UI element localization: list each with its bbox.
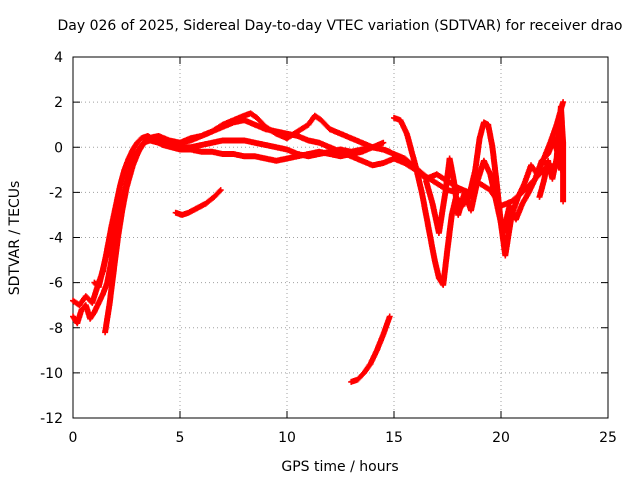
x-tick-label: 5 <box>176 430 185 446</box>
y-tick-label: 2 <box>54 95 63 111</box>
y-tick-label: -4 <box>49 231 63 247</box>
series-track-c <box>91 110 393 291</box>
x-tick-label: 0 <box>69 430 78 446</box>
x-tick-label: 15 <box>385 430 403 446</box>
data-marks <box>70 99 567 385</box>
series-track-i <box>348 313 393 385</box>
y-tick-label: -10 <box>40 366 63 382</box>
x-tick-label: 25 <box>599 430 617 446</box>
data-point-markers <box>536 103 567 205</box>
series-track-h <box>172 187 224 218</box>
x-tick-label: 20 <box>492 430 510 446</box>
y-tick-label: -12 <box>40 411 63 427</box>
x-tick-label: 10 <box>278 430 296 446</box>
y-axis-title: SDTVAR / TECUs <box>7 181 23 296</box>
data-point-markers <box>172 187 224 218</box>
y-tick-label: 4 <box>54 50 63 66</box>
data-point-markers <box>423 135 564 236</box>
y-tick-label: -8 <box>49 321 63 337</box>
axis-ticks: 0 5 10 15 20 25 -12 -10 -8 -6 -4 -2 0 2 4 <box>40 50 617 446</box>
chart-title: Day 026 of 2025, Sidereal Day-to-day VTE… <box>57 18 622 34</box>
x-axis-title: GPS time / hours <box>281 459 398 475</box>
y-tick-label: 0 <box>54 140 63 156</box>
y-tick-label: -6 <box>49 276 63 292</box>
grid <box>73 57 608 418</box>
data-point-markers <box>91 110 393 291</box>
series-track-f <box>423 135 564 236</box>
series-track-g <box>536 103 567 205</box>
data-point-markers <box>348 313 393 385</box>
y-tick-label: -2 <box>49 185 63 201</box>
